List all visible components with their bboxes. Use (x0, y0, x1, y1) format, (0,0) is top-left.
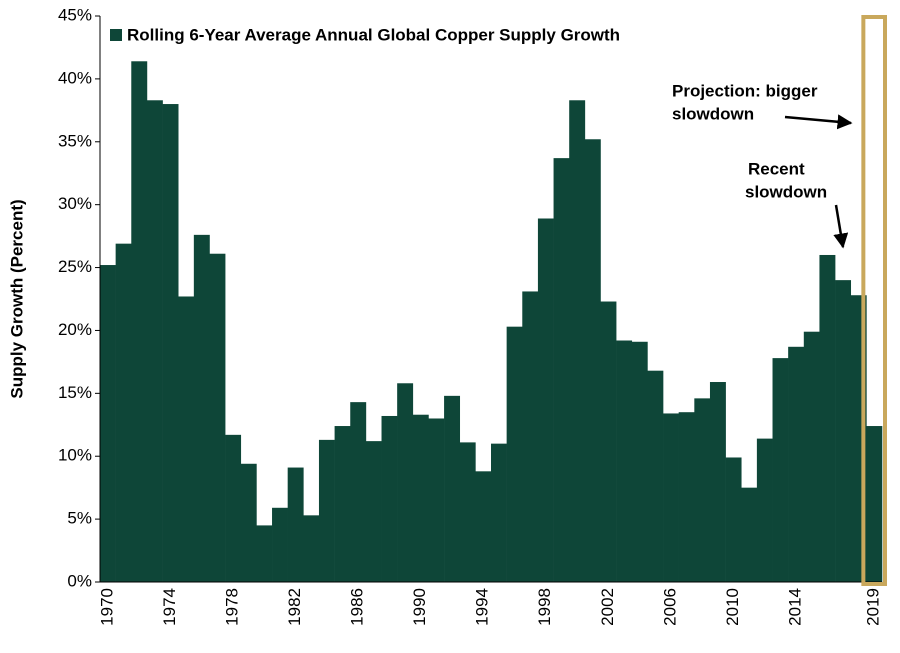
x-tick-label: 2019 (864, 588, 883, 626)
bar (788, 346, 805, 582)
annotation: Projection: bigger (672, 81, 818, 100)
annotation-arrow (833, 204, 849, 249)
bar (475, 471, 492, 582)
bar (256, 525, 273, 582)
bar (709, 382, 726, 582)
bar (381, 415, 398, 582)
bar (631, 341, 648, 582)
x-tick-label: 1978 (222, 588, 241, 626)
bar (803, 331, 820, 582)
y-tick-label: 35% (58, 131, 92, 150)
x-tick-label: 2014 (785, 588, 804, 626)
bar (100, 265, 116, 582)
bar (412, 414, 429, 582)
bar (115, 243, 132, 582)
y-tick-label: 0% (67, 571, 92, 590)
bar (647, 370, 664, 582)
bar (334, 426, 351, 582)
bar (491, 443, 507, 582)
bar (178, 296, 195, 582)
bar (663, 413, 679, 582)
bar (225, 434, 242, 582)
x-tick-label: 2010 (723, 588, 742, 626)
annotation: slowdown (745, 182, 827, 201)
y-tick-label: 5% (67, 509, 92, 528)
x-tick-label: 1986 (348, 588, 367, 626)
annotation: Recent (748, 159, 805, 178)
x-tick-label: 1982 (285, 588, 304, 626)
bar (772, 358, 789, 582)
bar (146, 100, 163, 582)
y-tick-label: 45% (58, 5, 92, 24)
x-tick-label: 1990 (410, 588, 429, 626)
x-tick-label: 2006 (660, 588, 679, 626)
annotation: slowdown (672, 104, 754, 123)
bar (569, 100, 586, 582)
bar (444, 395, 461, 582)
bar (866, 426, 883, 582)
bar (678, 412, 695, 582)
x-tick-label: 2002 (598, 588, 617, 626)
bar (131, 61, 148, 582)
bar (584, 139, 601, 583)
bar (365, 441, 382, 582)
bar (350, 402, 367, 582)
bar (725, 457, 742, 582)
legend-label: Rolling 6-Year Average Annual Global Cop… (127, 25, 620, 44)
y-axis-label: Supply Growth (Percent) (7, 199, 26, 398)
plot-area (100, 61, 883, 583)
bar (553, 158, 570, 582)
y-tick-label: 20% (58, 320, 92, 339)
bar (318, 439, 335, 582)
bar (459, 442, 476, 582)
bar (240, 463, 257, 582)
bar (209, 253, 226, 582)
highlight-box (861, 15, 887, 586)
legend-swatch (110, 29, 122, 41)
x-tick-label: 1974 (160, 588, 179, 626)
x-tick-label: 1970 (97, 588, 116, 626)
y-tick-label: 10% (58, 446, 92, 465)
bar (272, 507, 288, 582)
annotation-arrow (784, 114, 853, 130)
bar (819, 254, 836, 582)
bar (287, 467, 304, 582)
bar (835, 280, 852, 582)
bar (506, 326, 523, 582)
bar (600, 301, 617, 582)
x-tick-label: 1998 (535, 588, 554, 626)
bar (428, 418, 445, 582)
bar (616, 340, 633, 582)
bar (303, 515, 320, 582)
bar (537, 218, 554, 582)
bar (193, 234, 210, 582)
x-tick-label: 1994 (473, 588, 492, 626)
bar (741, 487, 758, 582)
y-tick-label: 30% (58, 194, 92, 213)
bar (756, 438, 773, 582)
bar (162, 104, 179, 583)
bar (694, 398, 711, 582)
y-tick-label: 25% (58, 257, 92, 276)
bar (397, 383, 414, 582)
bar (522, 291, 539, 582)
y-tick-label: 40% (58, 68, 92, 87)
y-tick-label: 15% (58, 383, 92, 402)
